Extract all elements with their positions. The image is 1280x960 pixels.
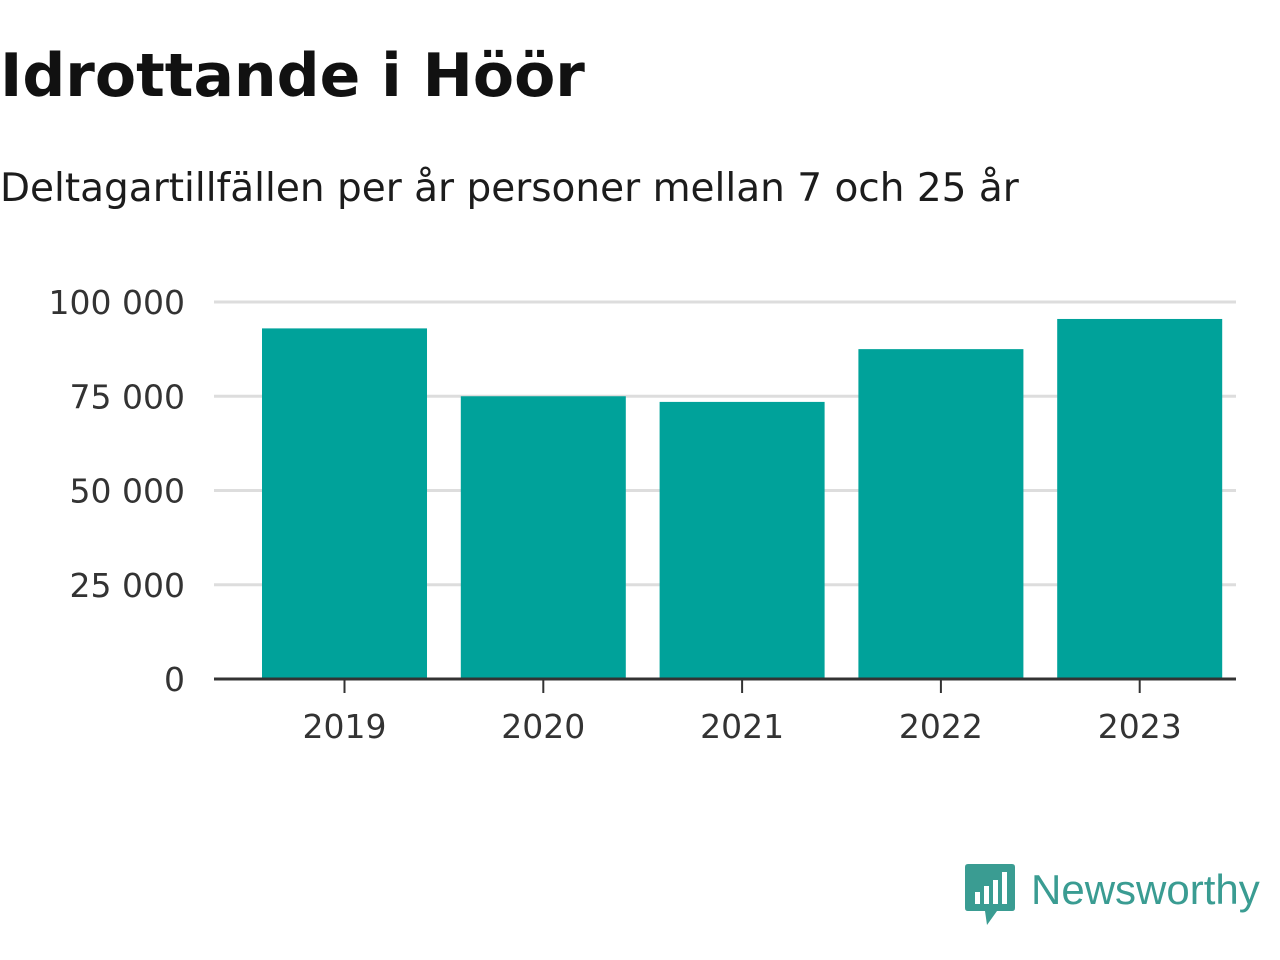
newsworthy-logo-icon xyxy=(965,864,1015,925)
chart-title: Idrottande i Höör xyxy=(0,41,585,111)
x-tick-label: 2019 xyxy=(303,707,387,746)
bar-2020 xyxy=(460,396,626,679)
bar-2022 xyxy=(858,349,1024,679)
chart-subtitle: Deltagartillfällen per år personer mella… xyxy=(0,166,1019,211)
bar-2019 xyxy=(262,328,428,679)
y-tick-label: 0 xyxy=(164,660,185,699)
x-tick-label: 2023 xyxy=(1098,707,1182,746)
y-tick-label: 75 000 xyxy=(70,377,185,416)
x-tick-label: 2021 xyxy=(700,707,784,746)
y-tick-label: 100 000 xyxy=(49,283,185,322)
y-tick-label: 50 000 xyxy=(70,472,185,511)
bar-2021 xyxy=(659,401,825,679)
axes: 0 25 000 50 000 75 000 100 000 2019 2020 2021 20… xyxy=(49,283,1236,746)
brand-name: Newsworthy xyxy=(1031,866,1260,913)
bars xyxy=(262,318,1223,679)
x-tick-label: 2022 xyxy=(899,707,983,746)
bar-2023 xyxy=(1057,318,1223,679)
x-tick-label: 2020 xyxy=(501,707,585,746)
y-tick-label: 25 000 xyxy=(70,566,185,605)
newsworthy-brand: Newsworthy xyxy=(965,862,1277,928)
